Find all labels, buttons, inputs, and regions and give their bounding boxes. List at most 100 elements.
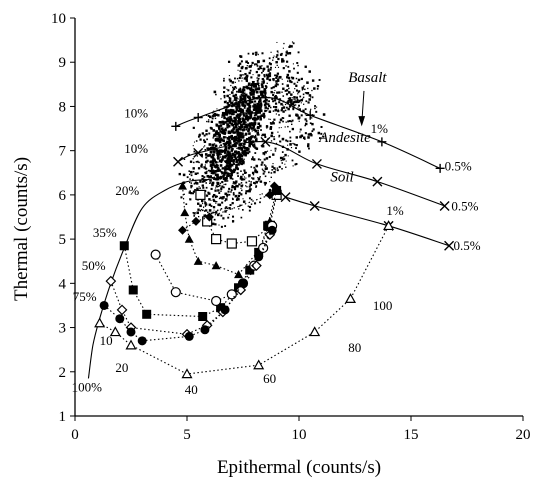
cloud-point: [232, 89, 234, 92]
cloud-point: [238, 191, 241, 195]
cloud-point: [268, 110, 272, 113]
mixing-series-marker: [116, 304, 128, 316]
cloud-point: [285, 89, 289, 92]
cloud-point: [236, 172, 239, 175]
cloud-point: [234, 96, 238, 100]
cloud-point: [211, 168, 213, 171]
cloud-point: [248, 197, 251, 200]
cloud-point: [287, 125, 289, 128]
cloud-point: [245, 67, 248, 70]
cloud-point: [220, 187, 223, 190]
cloud-point: [263, 158, 266, 161]
cloud-point: [206, 147, 210, 150]
cloud-point: [233, 186, 236, 189]
cloud-point: [194, 188, 196, 191]
cloud-point: [222, 139, 225, 142]
cloud-point: [221, 116, 223, 118]
cloud-point: [254, 138, 258, 142]
cloud-point: [238, 143, 241, 147]
cloud-point: [218, 135, 221, 138]
cloud-point: [190, 171, 192, 173]
curve-andesite: [177, 141, 445, 207]
cloud-point: [248, 144, 251, 148]
cloud-point: [203, 214, 206, 217]
cloud-point: [219, 196, 223, 199]
cloud-point: [198, 133, 201, 136]
annotation-label: 50%: [82, 258, 106, 273]
cloud-point: [221, 158, 224, 161]
cloud-point: [204, 200, 206, 202]
cloud-point: [296, 71, 299, 74]
annotation-label: 10: [100, 333, 113, 348]
cloud-point: [287, 65, 290, 68]
cloud-point: [254, 129, 258, 133]
cloud-point: [208, 115, 212, 119]
cloud-point: [292, 108, 295, 111]
cloud-point: [248, 71, 251, 75]
y-tick-label: 8: [59, 99, 67, 115]
cloud-point: [205, 114, 208, 116]
cloud-point: [237, 183, 240, 185]
cloud-point: [244, 126, 247, 129]
cloud-point: [217, 209, 219, 212]
cloud-point: [206, 174, 210, 178]
cloud-point: [290, 143, 292, 145]
cloud-point: [248, 96, 251, 99]
cloud-point: [220, 153, 223, 155]
cloud-point: [197, 208, 200, 211]
cloud-point: [240, 60, 243, 63]
cloud-point: [308, 147, 310, 150]
cloud-point: [248, 176, 250, 178]
cloud-point: [193, 161, 195, 164]
cloud-point: [261, 78, 264, 81]
cloud-point: [237, 69, 239, 71]
cloud-point: [263, 116, 266, 119]
cloud-point: [199, 204, 202, 208]
mixing-series-marker: [245, 265, 255, 275]
cloud-point: [212, 178, 215, 180]
cloud-point: [244, 93, 248, 97]
cloud-point: [243, 77, 246, 80]
cloud-point: [259, 67, 262, 70]
cloud-point: [315, 110, 318, 113]
cloud-point: [232, 221, 234, 223]
cloud-point: [227, 119, 231, 122]
cloud-point: [248, 190, 251, 193]
cloud-point: [249, 91, 252, 95]
cloud-point: [266, 65, 269, 68]
cloud-point: [304, 108, 307, 111]
cloud-point: [217, 161, 219, 163]
cloud-point: [222, 91, 226, 94]
cloud-point: [207, 114, 210, 117]
cloud-point: [217, 149, 220, 153]
cloud-point: [192, 145, 194, 147]
cloud-point: [273, 99, 277, 102]
cloud-point: [262, 112, 266, 116]
cloud-point: [209, 126, 212, 129]
cloud-point: [252, 108, 256, 112]
cloud-point: [277, 131, 279, 133]
cloud-point: [264, 89, 267, 93]
cloud-point: [296, 62, 299, 64]
cloud-point: [237, 118, 241, 121]
cloud-point: [307, 87, 309, 90]
cloud-point: [211, 222, 215, 226]
cloud-point: [256, 87, 260, 91]
cloud-point: [237, 154, 241, 158]
cloud-point: [227, 190, 230, 193]
cloud-point: [293, 67, 295, 70]
cloud-point: [271, 98, 274, 101]
cloud-point: [240, 178, 244, 181]
cloud-point: [300, 98, 304, 102]
cloud-point: [240, 110, 243, 114]
cloud-point: [243, 178, 246, 181]
mixing-series-marker: [119, 241, 129, 251]
curve-marker: [260, 93, 270, 103]
cloud-point: [295, 144, 298, 147]
cloud-point: [253, 128, 256, 132]
cloud-point: [240, 182, 243, 184]
cloud-point: [220, 190, 222, 192]
cloud-point: [213, 151, 216, 154]
cloud-point: [211, 161, 215, 164]
cloud-point: [224, 160, 228, 164]
